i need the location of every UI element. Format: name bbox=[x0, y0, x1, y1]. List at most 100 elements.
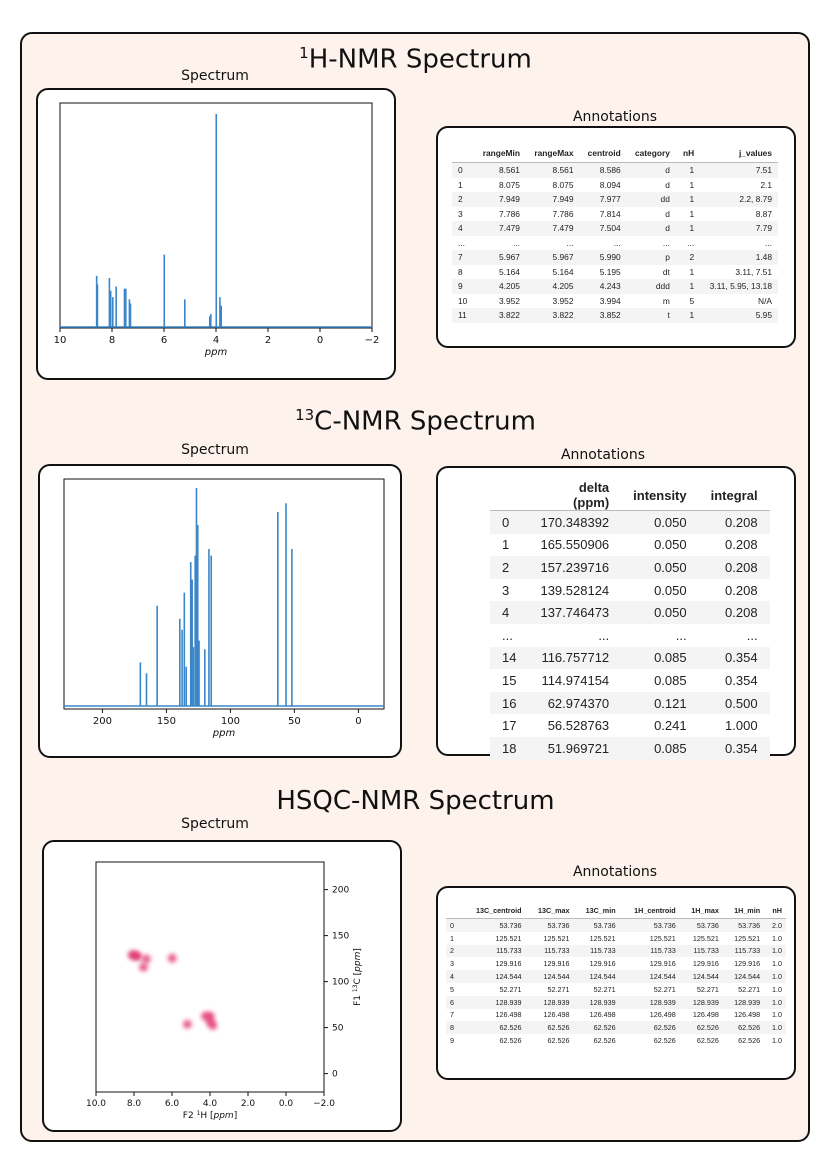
hsqc-column-header: nH bbox=[764, 902, 786, 919]
h1-table-cell: ddd bbox=[626, 279, 676, 294]
h1-table-cell: 7.786 bbox=[498, 208, 520, 219]
c13-table-cell: 0.085 bbox=[654, 672, 687, 688]
c13-table-row: 4 137.746473 0.050 0.208 bbox=[490, 601, 770, 624]
h1-table-cell: 4.205 bbox=[474, 279, 526, 294]
hsqc-table-cell: 124.544 bbox=[619, 970, 680, 983]
hsqc-table-header-row: 13C_centroid 13C_max 13C_min 1H_centroid 1H_… bbox=[446, 902, 786, 919]
c13-x-tick-label-4: 0 bbox=[355, 716, 361, 727]
hsqc-table-cell: 62.526 bbox=[619, 1021, 680, 1035]
hsqc-x-label-mid: H [ bbox=[200, 1111, 213, 1121]
hsqc-table-cell: 1.0 bbox=[772, 1036, 782, 1046]
hsqc-table-row: 6 128.939 128.939 128.939 128.939 128.939 128.… bbox=[446, 995, 786, 1009]
h1-table-cell: 8.075 bbox=[552, 179, 574, 190]
c13-table-cell: 2 bbox=[490, 556, 529, 579]
c13-table-cell: 0.208 bbox=[698, 601, 770, 624]
hsqc-x-axis-label: F2 1H [ppm] bbox=[183, 1110, 237, 1122]
hsqc-table-cell: 62.526 bbox=[679, 1021, 723, 1035]
hsqc-y-axis-label: F1 13C [ppm] bbox=[352, 948, 364, 1006]
hsqc-y-label-pre: F1 bbox=[353, 992, 363, 1006]
h1-table-cell: 1.48 bbox=[700, 250, 778, 265]
h1-table-row: 2 7.949 7.949 7.977 dd 1 2.2, 8.79 bbox=[452, 192, 778, 207]
h1-table-row: 9 4.205 4.205 4.243 ddd 1 3.11, 5.95, 13.18 bbox=[452, 279, 778, 294]
c13-table-cell: 14 bbox=[490, 646, 529, 670]
c13-column-header bbox=[490, 480, 529, 511]
hsqc-table-cell: 3 bbox=[450, 959, 454, 969]
h1-column-header: rangeMax bbox=[525, 144, 580, 163]
hsqc-table-cell: 129.916 bbox=[692, 959, 719, 969]
hsqc-table-cell: 125.521 bbox=[649, 933, 676, 943]
hsqc-column-header: 13C_centroid bbox=[460, 902, 526, 919]
hsqc-column-header bbox=[446, 902, 461, 919]
h1-table-cell: 7 bbox=[452, 250, 475, 265]
h1-table-cell: 3.11, 7.51 bbox=[735, 266, 772, 277]
h1-table-cell: ... bbox=[458, 237, 465, 248]
h1-column-header bbox=[452, 144, 475, 163]
c13-spectrum-card: 200 150 100 50 0 ppm bbox=[38, 464, 402, 758]
hsqc-table-row: 1 125.521 125.521 125.521 125.521 125.521 125.… bbox=[446, 932, 786, 945]
hsqc-y-label-unit: ppm bbox=[353, 951, 363, 972]
c13-table-cell: 56.528763 bbox=[547, 718, 610, 734]
h1-table-cell: N/A bbox=[758, 295, 772, 306]
h1-table-cell: 8.561 bbox=[474, 162, 526, 178]
hsqc-table-cell: 53.736 bbox=[722, 918, 765, 932]
h1-table-cell: ... bbox=[687, 237, 695, 248]
c13-spectrum-chart: 200 150 100 50 0 ppm bbox=[63, 478, 385, 739]
c13-table-cell: 0.208 bbox=[698, 556, 770, 579]
h1-table-cell: 3.822 bbox=[474, 308, 526, 323]
c13-section-title: 13C-NMR Spectrum bbox=[0, 406, 831, 437]
hsqc-table-cell: 1.0 bbox=[764, 944, 786, 958]
hsqc-table-cell: 52.271 bbox=[653, 984, 676, 994]
h1-x-tick-label-4: 2 bbox=[265, 335, 271, 346]
h1-table-cell: 8 bbox=[458, 266, 463, 277]
hsqc-table-cell: 62.526 bbox=[525, 1021, 574, 1035]
c13-x-tick-label-2: 100 bbox=[221, 716, 240, 727]
h1-table-cell: ... bbox=[662, 237, 670, 248]
h1-table-cell: ... bbox=[566, 237, 574, 248]
hsqc-table-cell: 53.736 bbox=[460, 918, 526, 932]
c13-table-cell: 0.050 bbox=[654, 582, 687, 598]
h1-table-cell: 1 bbox=[675, 308, 701, 323]
c13-table-header-row: delta (ppm) intensity integral bbox=[490, 480, 770, 511]
h1-table-cell: d bbox=[626, 221, 676, 236]
hsqc-table-cell: 129.916 bbox=[495, 959, 522, 969]
h1-x-tick-label-2: 6 bbox=[161, 335, 167, 346]
h1-table-cell: p bbox=[626, 250, 676, 265]
c13-table-cell: ... bbox=[502, 627, 513, 643]
h1-table-cell: ... bbox=[512, 237, 520, 248]
h1-table-cell: 9 bbox=[452, 279, 475, 294]
hsqc-annotations-table: 13C_centroid 13C_max 13C_min 1H_centroid 1H_… bbox=[446, 902, 786, 1047]
c13-table-cell: 51.969721 bbox=[528, 736, 622, 760]
h1-table-cell: 0 bbox=[452, 162, 475, 178]
hsqc-y-tick-label-2: 100 bbox=[332, 978, 349, 988]
c13-table-cell: 0.500 bbox=[698, 691, 770, 715]
hsqc-section-title: HSQC-NMR Spectrum bbox=[0, 786, 831, 816]
c13-annotations-table: delta (ppm) intensity integral 0 170.348392 0… bbox=[490, 480, 770, 760]
hsqc-table-cell: 62.526 bbox=[593, 1036, 616, 1046]
hsqc-table-cell: 1 bbox=[450, 933, 454, 943]
hsqc-x-tick-label-4: 2.0 bbox=[241, 1099, 256, 1109]
hsqc-table-cell: 124.544 bbox=[525, 970, 574, 983]
c13-table-cell: 1.000 bbox=[725, 718, 758, 734]
c13-table-cell: 16 bbox=[490, 691, 529, 715]
hsqc-table-cell: 128.939 bbox=[619, 995, 680, 1009]
hsqc-peak-3 bbox=[139, 962, 148, 972]
hsqc-table-cell: 129.916 bbox=[543, 959, 570, 969]
h1-table-cell: 7.949 bbox=[525, 192, 580, 207]
h1-table-cell: 3.11, 5.95, 13.18 bbox=[700, 279, 778, 294]
c13-x-tick-label-3: 50 bbox=[288, 716, 301, 727]
h1-x-axis-label: ppm bbox=[204, 347, 228, 358]
c13-table-row: ............ bbox=[490, 624, 770, 647]
hsqc-column-header: 13C_min bbox=[573, 902, 620, 919]
h1-table-cell: 7.949 bbox=[474, 192, 526, 207]
hsqc-table-cell: 115.733 bbox=[460, 944, 526, 958]
h1-x-tick-label-1: 8 bbox=[109, 335, 115, 346]
hsqc-table-cell: 8 bbox=[446, 1021, 461, 1035]
hsqc-table-cell: 1.0 bbox=[772, 959, 782, 969]
hsqc-spectrum-chart: 10.0 8.0 6.0 4.0 2.0 0.0 −2.0 0 50 100 150 200 F2 1H… bbox=[86, 861, 364, 1122]
h1-table-cell: 1 bbox=[689, 179, 695, 190]
h1-annotations-table: rangeMin rangeMax centroid category nH j_valu… bbox=[452, 144, 778, 323]
c13-column-header: delta (ppm) bbox=[528, 480, 622, 511]
hsqc-table-cell: 4 bbox=[446, 970, 461, 983]
hsqc-table-row: 9 62.526 62.526 62.526 62.526 62.526 62.526 1.0 bbox=[446, 1034, 786, 1047]
hsqc-table-row: 8 62.526 62.526 62.526 62.526 62.526 62.526 1.0 bbox=[446, 1021, 786, 1035]
